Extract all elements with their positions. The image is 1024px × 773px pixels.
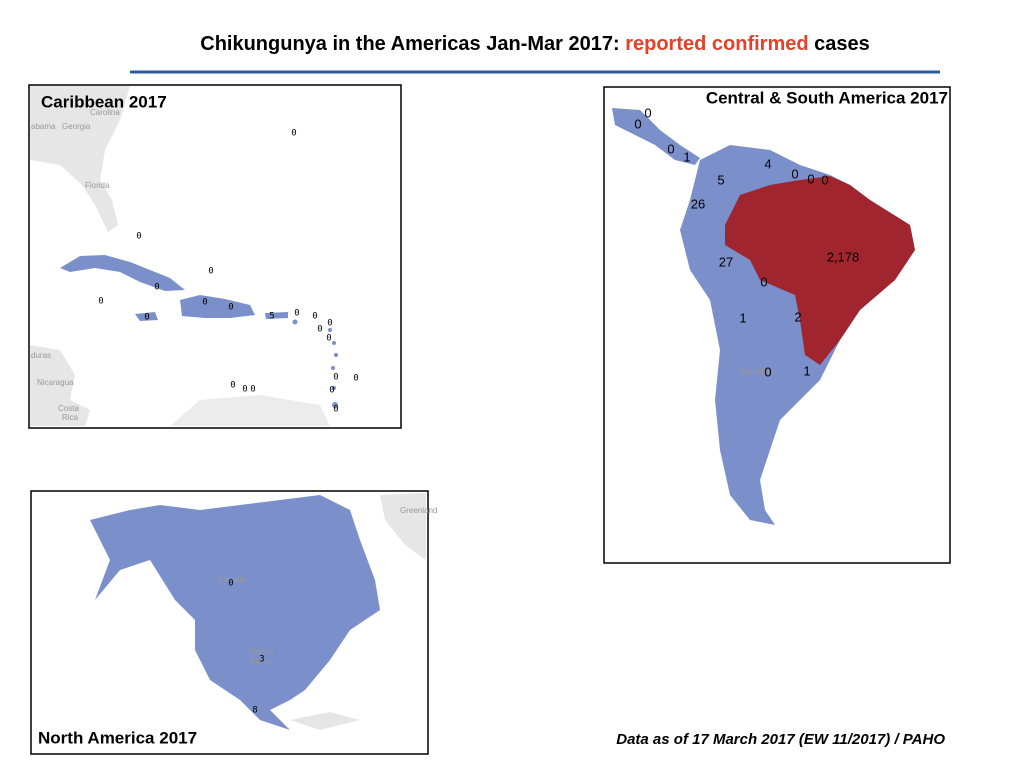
case-count-label: 0	[144, 313, 149, 323]
island	[331, 366, 335, 370]
case-count-label: 0	[326, 334, 331, 344]
title-highlight: reported confirmed	[625, 33, 808, 55]
case-count-label: 1	[683, 149, 690, 164]
case-count-label: 0	[242, 385, 247, 395]
case-count-label: 0	[353, 374, 358, 384]
land-brazil	[725, 176, 915, 365]
case-count-label: 0	[667, 141, 674, 156]
title-part: Chikungunya in the Americas Jan-Mar 2017…	[200, 33, 625, 55]
land-central-america	[30, 345, 90, 426]
island	[292, 319, 298, 325]
case-count-label: 0	[202, 298, 207, 308]
case-count-label: 27	[719, 254, 733, 269]
case-count-label: 0	[228, 303, 233, 313]
basemap-label: States	[250, 657, 273, 666]
island	[328, 328, 332, 332]
case-count-label: 4	[764, 156, 771, 171]
land-puerto-rico	[265, 312, 288, 319]
land-cuba	[290, 712, 360, 730]
case-count-label: 0	[760, 274, 767, 289]
title-part: cases	[809, 33, 870, 55]
case-count-label: 0	[208, 267, 213, 277]
case-count-label: 0	[136, 232, 141, 242]
land-cuba	[60, 255, 185, 291]
case-count-label: 0	[791, 166, 798, 181]
land-usa	[30, 86, 130, 232]
panel-title: North America 2017	[38, 728, 197, 747]
source-note: Data as of 17 March 2017 (EW 11/2017) / …	[616, 731, 945, 748]
case-count-label: 2,178	[827, 249, 860, 264]
case-count-label: 0	[312, 312, 317, 322]
case-count-label: 1	[803, 363, 810, 378]
case-count-label: 1	[739, 310, 746, 325]
island	[332, 386, 336, 390]
case-count-label: 0	[644, 105, 651, 120]
panel-title: Caribbean 2017	[41, 92, 167, 111]
case-count-label: 0	[807, 171, 814, 186]
land-central-america	[612, 108, 700, 165]
basemap-label: Canada	[218, 575, 247, 584]
island	[332, 341, 336, 345]
land-greenland	[380, 493, 426, 560]
case-count-label: 0	[291, 129, 296, 139]
case-count-label: 2	[794, 309, 801, 324]
case-count-label: 0	[250, 385, 255, 395]
basemap-label: duras	[31, 351, 51, 360]
basemap-label: Georgia	[62, 122, 91, 131]
basemap-label: abama	[31, 122, 56, 131]
case-count-label: 3	[259, 655, 264, 665]
case-count-label: 0	[228, 579, 233, 589]
case-count-label: 0	[764, 364, 771, 379]
case-count-label: 0	[329, 386, 334, 396]
island	[334, 353, 338, 357]
case-count-label: 5	[269, 312, 274, 322]
basemap-label: Rica	[62, 413, 79, 422]
case-count-label: 0	[634, 116, 641, 131]
island	[332, 402, 338, 408]
case-count-label: 5	[717, 172, 724, 187]
case-count-label: 0	[294, 309, 299, 319]
case-count-label: 8	[252, 706, 257, 716]
case-count-label: 0	[327, 319, 332, 329]
lesser-antilles	[292, 319, 338, 408]
case-count-label: 0	[333, 405, 338, 415]
case-count-label: 0	[333, 373, 338, 383]
land-north-america	[90, 495, 380, 730]
basemap-label: Argentina	[740, 367, 775, 376]
panel-title: Central & South America 2017	[706, 88, 948, 107]
case-count-label: 0	[230, 381, 235, 391]
case-count-label: 0	[98, 297, 103, 307]
case-count-label: 0	[821, 172, 828, 187]
basemap-label: Nicaragua	[37, 378, 74, 387]
case-count-label: 26	[691, 196, 705, 211]
basemap-label: United	[250, 647, 273, 656]
land-south-america	[170, 395, 330, 426]
case-count-label: 0	[154, 283, 159, 293]
land-hispaniola	[180, 295, 255, 318]
basemap-label: Carolina	[90, 108, 120, 117]
caribbean-panel: Caribbean 2017 Carolina abama Georgia Flori…	[28, 84, 402, 429]
basemap-label: Greenland	[400, 506, 437, 515]
basemap-label: Costa	[58, 404, 79, 413]
south-america-panel: Central & South America 2017 Argentina00…	[603, 86, 951, 564]
basemap-label: Florida	[85, 181, 110, 190]
case-count-label: 0	[317, 325, 322, 335]
land-jamaica	[135, 312, 158, 321]
slide-title: Chikungunya in the Americas Jan-Mar 2017…	[200, 33, 869, 55]
